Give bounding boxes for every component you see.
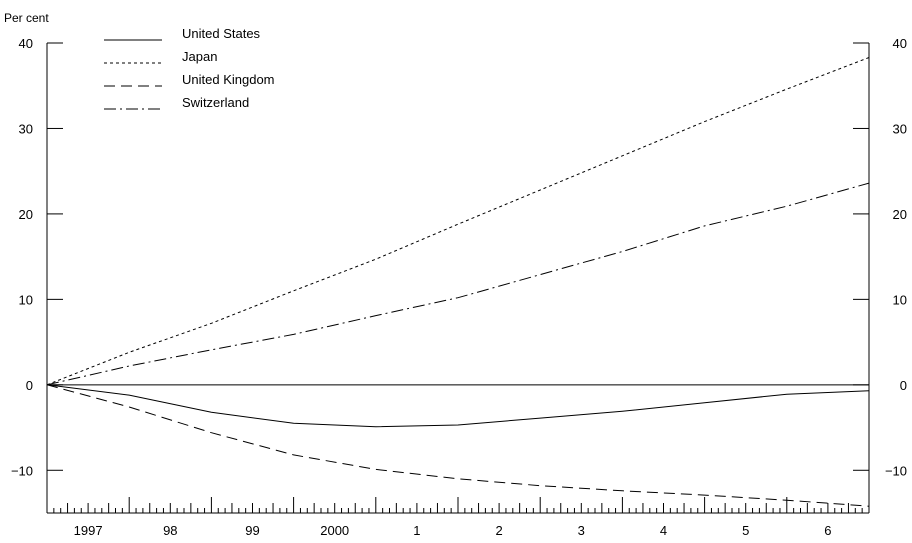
series-line-united-kingdom bbox=[46, 384, 870, 507]
x-tick-label: 1 bbox=[413, 523, 420, 538]
x-tick-label: 99 bbox=[245, 523, 259, 538]
y-tick-label-left: 10 bbox=[19, 292, 33, 307]
y-axis-label: Per cent bbox=[4, 11, 49, 25]
y-tick-label-right: 40 bbox=[893, 36, 907, 51]
y-tick-label-left: −10 bbox=[11, 463, 33, 478]
y-tick-label-right: 10 bbox=[893, 292, 907, 307]
x-tick-label: 2000 bbox=[320, 523, 349, 538]
y-tick-label-right: −10 bbox=[885, 463, 907, 478]
y-tick-label-right: 0 bbox=[900, 378, 907, 393]
x-tick-label: 2 bbox=[495, 523, 502, 538]
legend-label: Japan bbox=[182, 49, 217, 64]
y-tick-label-left: 30 bbox=[19, 121, 33, 136]
y-tick-label-right: 30 bbox=[893, 121, 907, 136]
y-tick-label-left: 20 bbox=[19, 207, 33, 222]
series-lines bbox=[46, 57, 870, 507]
x-tick-label: 5 bbox=[742, 523, 749, 538]
axis-ticks: −10 −10 0 0 10 10 20 20 30 30 40 40 1997 98 99 2000 1 2 3 4… bbox=[11, 36, 907, 538]
legend-label: United Kingdom bbox=[182, 72, 275, 87]
x-tick-label: 4 bbox=[660, 523, 667, 538]
x-tick-label: 98 bbox=[163, 523, 177, 538]
legend-label: Switzerland bbox=[182, 95, 249, 110]
y-tick-label-right: 20 bbox=[893, 207, 907, 222]
x-tick-label: 1997 bbox=[74, 523, 103, 538]
axes bbox=[46, 43, 870, 514]
legend: United States Japan United Kingdom Switzerl… bbox=[104, 26, 275, 110]
y-tick-label-left: 0 bbox=[26, 378, 33, 393]
x-tick-label: 6 bbox=[824, 523, 831, 538]
x-tick-label: 3 bbox=[578, 523, 585, 538]
y-tick-label-left: 40 bbox=[19, 36, 33, 51]
series-line-switzerland bbox=[46, 182, 870, 386]
series-line-japan bbox=[46, 57, 870, 386]
series-line-united-states bbox=[46, 384, 870, 428]
legend-label: United States bbox=[182, 26, 261, 41]
